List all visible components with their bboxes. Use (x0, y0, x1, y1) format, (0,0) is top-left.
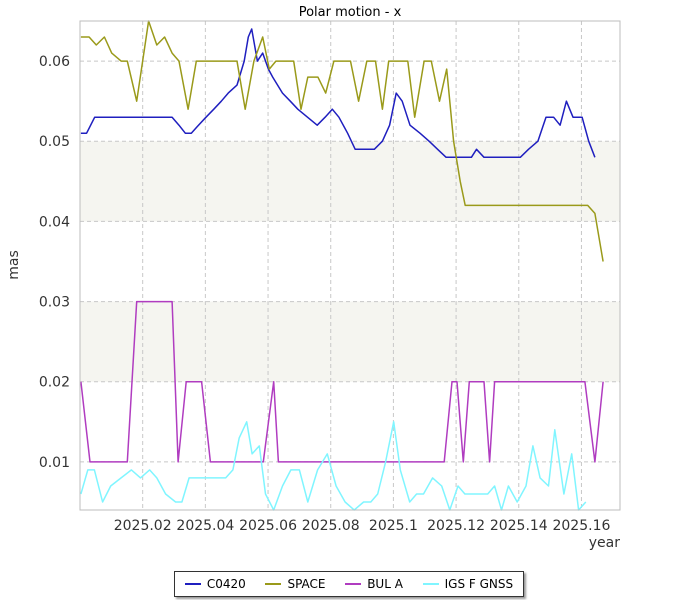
x-tick-label: 2025.02 (114, 518, 172, 534)
legend-swatch (265, 583, 282, 585)
x-tick-label: 2025.1 (369, 518, 418, 534)
x-tick-label: 2025.08 (302, 518, 360, 534)
x-tick-label: 2025.14 (490, 518, 548, 534)
y-tick-label: 0.01 (39, 455, 70, 471)
y-tick-label: 0.06 (39, 54, 70, 70)
series-layer (80, 20, 604, 511)
legend: C0420 SPACE BUL A IGS F GNSS (174, 571, 524, 597)
y-tick-label: 0.04 (39, 214, 70, 230)
legend-swatch (422, 583, 439, 585)
x-tick-label: 2025.12 (427, 518, 485, 534)
x-axis-ticks: 2025.02 2025.04 2025.06 2025.08 2025.1 2025.1… (114, 518, 611, 534)
x-tick-label: 2025.16 (552, 518, 610, 534)
legend-item: SPACE (265, 577, 326, 591)
y-axis-label: mas (6, 250, 22, 280)
plot-frame (79, 20, 621, 511)
shaded-band (80, 141, 620, 222)
series-line (80, 421, 587, 511)
legend-swatch (345, 583, 362, 585)
chart-title: Polar motion - x (299, 5, 402, 20)
series-line (80, 20, 604, 262)
legend-label: C0420 (206, 577, 246, 591)
shaded-band (80, 301, 620, 382)
legend-label: IGS F GNSS (444, 577, 514, 591)
x-axis-label: year (589, 535, 620, 551)
shaded-bands (80, 141, 620, 382)
legend-item: BUL A (345, 577, 403, 591)
legend-label: BUL A (367, 577, 403, 591)
y-tick-label: 0.03 (39, 295, 70, 311)
legend-item: IGS F GNSS (422, 577, 514, 591)
series-line (80, 300, 604, 463)
x-tick-label: 2025.06 (239, 518, 297, 534)
y-tick-label: 0.02 (39, 375, 70, 391)
legend-label: SPACE (287, 577, 326, 591)
y-tick-label: 0.05 (39, 134, 70, 150)
y-axis-ticks: 0.01 0.02 0.03 0.04 0.05 0.06 (39, 54, 70, 471)
legend-item: C0420 (184, 577, 246, 591)
legend-swatch (184, 583, 201, 585)
series-line (80, 28, 596, 159)
x-tick-label: 2025.04 (176, 518, 234, 534)
plot-area (80, 21, 620, 510)
